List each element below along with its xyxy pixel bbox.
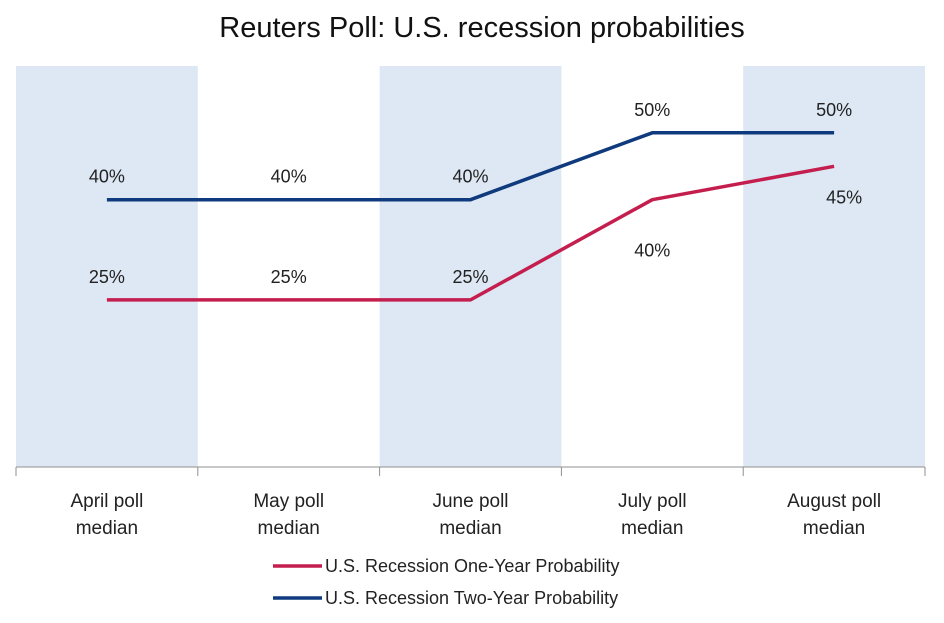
data-label: 40%: [89, 167, 125, 187]
x-tick-label: August poll median: [787, 491, 881, 539]
legend-label: U.S. Recession One-Year Probability: [325, 556, 619, 576]
data-label: 25%: [89, 267, 125, 287]
chart-title: Reuters Poll: U.S. recession probabiliti…: [219, 12, 744, 44]
data-label: 25%: [271, 267, 307, 287]
data-label: 25%: [452, 267, 488, 287]
data-label: 40%: [271, 167, 307, 187]
data-label: 50%: [634, 100, 670, 120]
category-band: [16, 66, 198, 467]
legend-label: U.S. Recession Two-Year Probability: [325, 588, 618, 608]
series-lines: [106, 131, 835, 302]
x-axis-tick-labels: April poll median May poll median June poll m…: [70, 491, 881, 539]
data-label: 45%: [826, 187, 862, 207]
series-line: [106, 131, 835, 202]
data-label: 50%: [816, 100, 852, 120]
legend: U.S. Recession One-Year Probability U.S. …: [273, 556, 619, 608]
series-line: [106, 164, 835, 302]
x-axis-ticks: [15, 467, 926, 476]
category-band: [743, 66, 925, 467]
x-tick-label: June poll median: [432, 491, 508, 539]
x-tick-label: July poll median: [618, 491, 687, 539]
x-tick-label: April poll median: [70, 491, 143, 539]
data-label: 40%: [452, 167, 488, 187]
data-labels: 25% 25% 25% 40% 45% 40% 40% 40% 50% 50%: [89, 100, 862, 287]
data-label: 40%: [634, 241, 670, 261]
x-tick-label: May poll median: [253, 491, 324, 539]
